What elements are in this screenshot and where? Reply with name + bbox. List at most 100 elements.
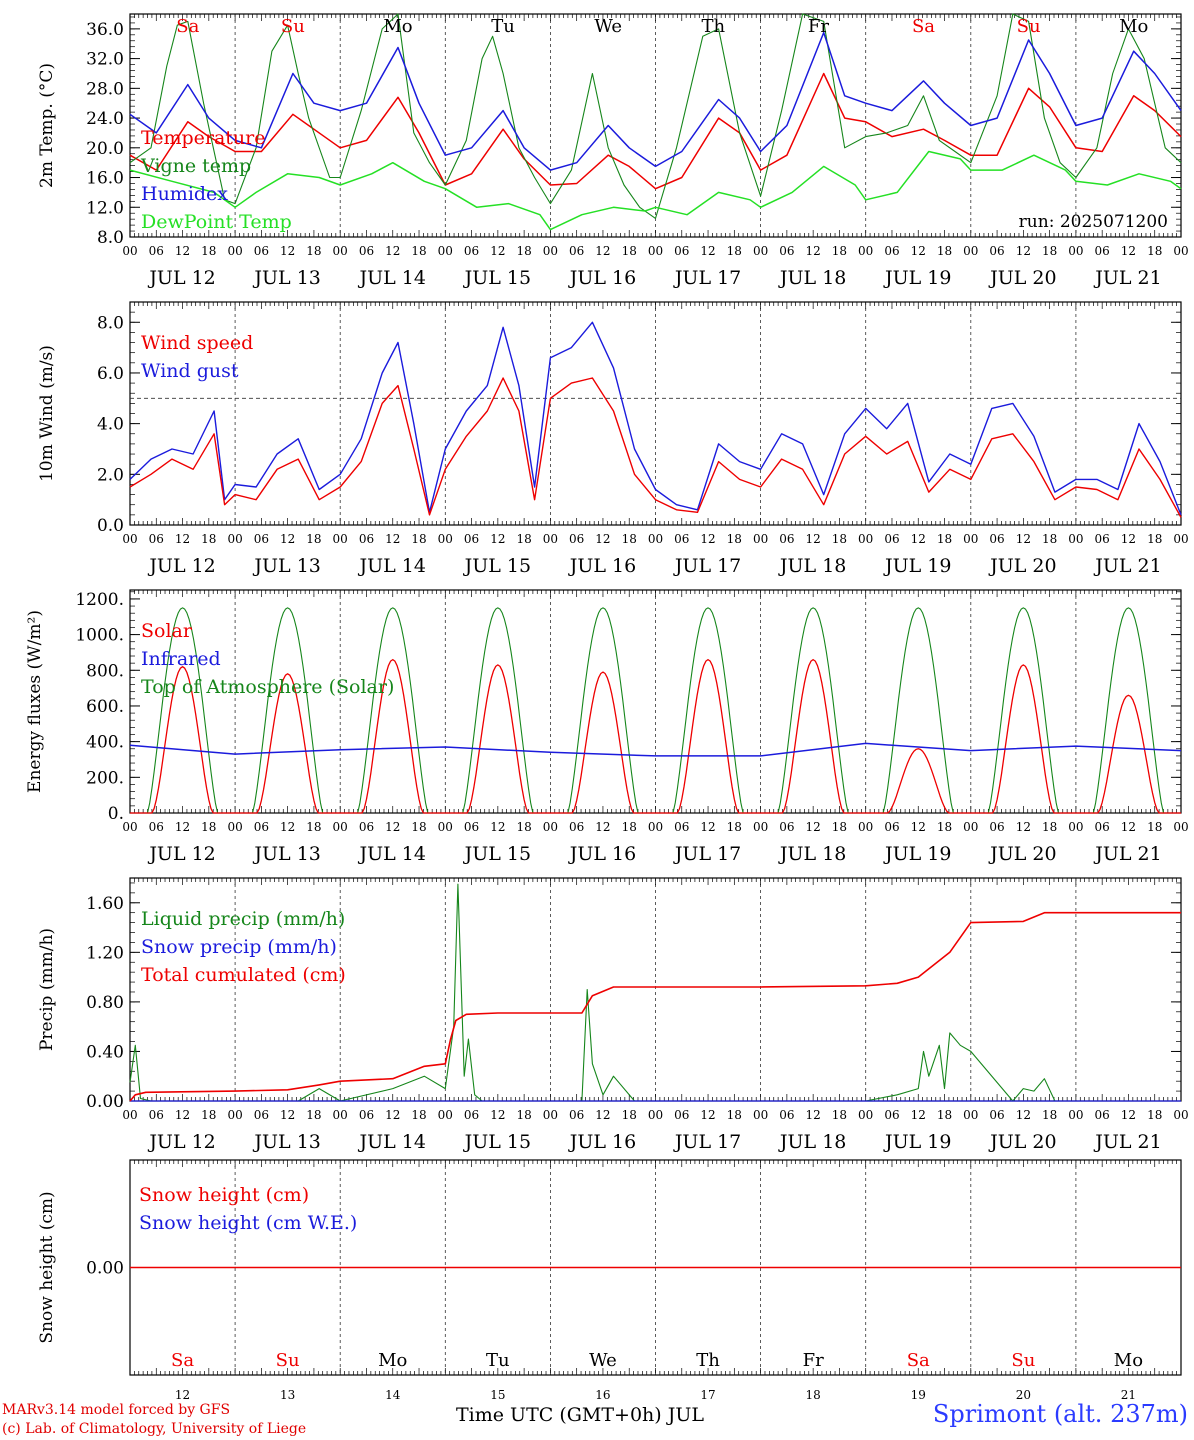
date-label: JUL 16 [568, 267, 636, 289]
date-label: JUL 16 [568, 843, 636, 865]
hour-tick-label: 00 [1068, 1108, 1083, 1122]
weekday-label: Su [276, 1350, 300, 1371]
hour-tick-label: 00 [648, 532, 663, 546]
y-tick-label: 28.0 [86, 79, 124, 99]
hour-tick-label: 12 [175, 244, 190, 258]
hour-tick-label: 18 [306, 820, 321, 834]
panel-frame [129, 301, 1182, 526]
hour-tick-label: 12 [385, 1108, 400, 1122]
hour-tick-label: 12 [175, 532, 190, 546]
legend-snow-height-cm-w-e-: Snow height (cm W.E.) [139, 1212, 357, 1234]
hour-tick-label: 06 [674, 244, 689, 258]
y-tick-label: 0.0 [97, 516, 124, 536]
date-label: JUL 12 [147, 555, 215, 577]
hour-tick-label: 12 [806, 532, 821, 546]
hour-tick-label: 18 [1042, 532, 1057, 546]
series-infrared-line [129, 742, 1182, 757]
y-tick-label: 1.60 [86, 894, 124, 914]
series-total-cumulated-line [129, 911, 1181, 1102]
weekday-label: Sa [171, 1350, 194, 1371]
hour-tick-label: 18 [516, 532, 531, 546]
hour-tick-label: 06 [779, 1108, 794, 1122]
hour-tick-label: 06 [149, 820, 164, 834]
legend-snow-precip-mm-h-: Snow precip (mm/h) [141, 936, 337, 958]
hour-tick-label: 12 [1121, 820, 1136, 834]
y-tick-label: 20.0 [86, 139, 124, 159]
weekday-label: Sa [176, 16, 199, 37]
date-label: JUL 19 [883, 267, 951, 289]
date-label: JUL 14 [358, 843, 426, 865]
hour-tick-label: 18 [937, 532, 952, 546]
hour-tick-label: 18 [727, 820, 742, 834]
hour-tick-label: 00 [227, 1108, 242, 1122]
hour-tick-label: 00 [333, 820, 348, 834]
series-wind-gust-line [129, 321, 1182, 516]
hour-tick-label: 06 [254, 820, 269, 834]
date-label: JUL 21 [1093, 555, 1161, 577]
legend-liquid-precip-mm-h-: Liquid precip (mm/h) [141, 908, 345, 930]
hour-tick-label: 00 [543, 532, 558, 546]
hour-tick-label: 18 [622, 244, 637, 258]
hour-tick-label: 18 [1147, 820, 1162, 834]
hour-tick-label: 00 [122, 244, 137, 258]
hour-tick-label: 12 [700, 532, 715, 546]
hour-tick-label: 06 [359, 820, 374, 834]
hour-tick-label: 00 [438, 532, 453, 546]
weekday-label: We [589, 1350, 617, 1371]
y-axis-label: 10m Wind (m/s) [37, 345, 57, 482]
date-label: JUL 15 [463, 267, 531, 289]
hour-tick-label: 12 [700, 244, 715, 258]
hour-tick-label: 06 [464, 244, 479, 258]
station-name: Sprimont (alt. 237m) [932, 1400, 1188, 1428]
hour-tick-label: 18 [832, 1108, 847, 1122]
date-label: JUL 18 [778, 267, 846, 289]
hour-tick-label: 12 [1016, 820, 1031, 834]
hour-tick-label: 12 [806, 820, 821, 834]
weekday-label: Su [1011, 1350, 1035, 1371]
weekday-label: We [594, 16, 622, 37]
hour-tick-label: 12 [911, 820, 926, 834]
hour-tick-label: 18 [727, 1108, 742, 1122]
hour-tick-label: 00 [543, 820, 558, 834]
weekday-label: Th [702, 16, 726, 37]
y-tick-label: 12.0 [86, 198, 124, 218]
day-number-label: 14 [385, 1388, 401, 1402]
y-axis-label: 2m Temp. (°C) [37, 63, 57, 188]
weekday-label: Sa [912, 16, 935, 37]
date-label: JUL 19 [883, 555, 951, 577]
hour-tick-label: 12 [175, 820, 190, 834]
hour-tick-label: 06 [884, 244, 899, 258]
legend-dewpoint-temp: DewPoint Temp [141, 211, 292, 233]
hour-tick-label: 18 [1147, 244, 1162, 258]
hour-tick-label: 00 [543, 244, 558, 258]
hour-tick-label: 12 [490, 1108, 505, 1122]
hour-tick-label: 06 [464, 1108, 479, 1122]
hour-tick-label: 12 [385, 820, 400, 834]
date-label: JUL 15 [463, 555, 531, 577]
y-tick-label: 2.0 [97, 465, 124, 485]
hour-tick-label: 18 [727, 244, 742, 258]
hour-tick-label: 06 [884, 532, 899, 546]
date-label: JUL 19 [883, 843, 951, 865]
series-liquid-precip-line [129, 883, 1181, 1102]
date-label: JUL 21 [1093, 843, 1161, 865]
hour-tick-label: 18 [411, 1108, 426, 1122]
date-label: JUL 14 [358, 267, 426, 289]
date-label: JUL 16 [568, 555, 636, 577]
hour-tick-label: 00 [963, 532, 978, 546]
y-axis-label: Snow height (cm) [37, 1191, 57, 1343]
hour-tick-label: 18 [516, 1108, 531, 1122]
date-label: JUL 15 [463, 1131, 531, 1153]
hour-tick-label: 12 [490, 820, 505, 834]
hour-tick-label: 00 [648, 1108, 663, 1122]
hour-tick-label: 12 [1016, 1108, 1031, 1122]
x-axis-title: Time UTC (GMT+0h) JUL [456, 1404, 704, 1426]
y-tick-label: 36.0 [86, 20, 124, 40]
weekday-label: Th [696, 1350, 720, 1371]
hour-tick-label: 18 [727, 532, 742, 546]
hour-tick-label: 12 [911, 244, 926, 258]
series-solar-line [130, 658, 1181, 814]
day-number-label: 16 [595, 1388, 610, 1402]
hour-tick-label: 18 [937, 244, 952, 258]
hour-tick-label: 06 [674, 532, 689, 546]
